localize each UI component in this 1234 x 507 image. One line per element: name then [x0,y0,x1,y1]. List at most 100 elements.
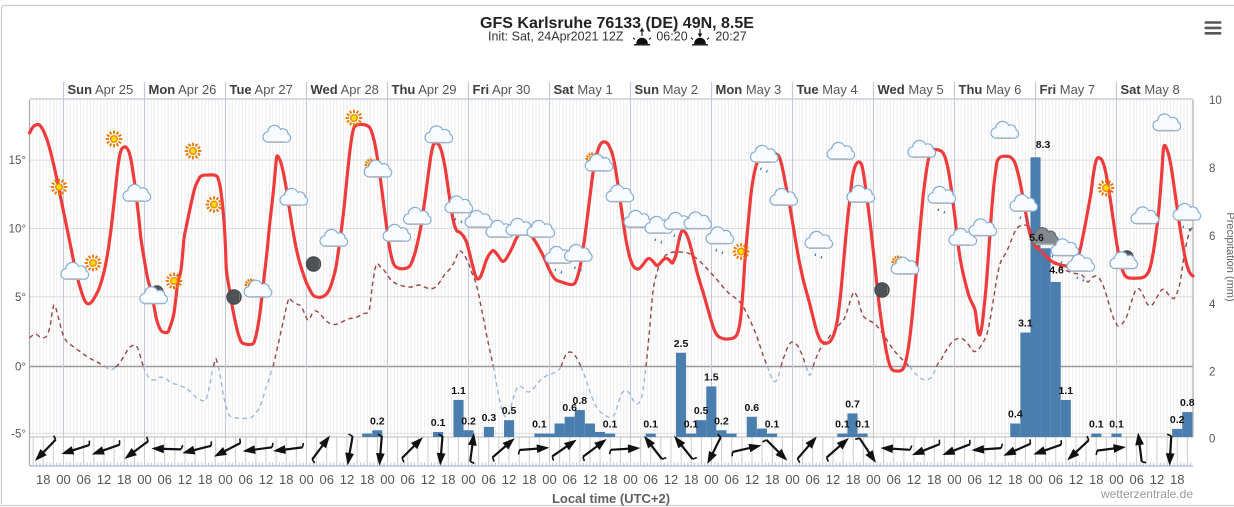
svg-text:Thu May 6: Thu May 6 [959,82,1022,97]
svg-text:Tue Apr 27: Tue Apr 27 [230,82,293,97]
svg-text:06: 06 [482,472,496,487]
svg-text:12: 12 [907,472,921,487]
svg-text:2.5: 2.5 [674,338,689,350]
svg-text:15°: 15° [9,155,26,167]
svg-text:Init: Sat, 24Apr2021 12Z: Init: Sat, 24Apr2021 12Z [488,30,624,44]
svg-text:06: 06 [563,472,577,487]
svg-text:18: 18 [1008,472,1022,487]
svg-text:06: 06 [968,472,982,487]
svg-text:12: 12 [988,472,1002,487]
svg-text:1.5: 1.5 [704,371,719,383]
svg-text:0.1: 0.1 [765,419,780,431]
svg-text:0.2: 0.2 [714,415,729,427]
svg-text:-5°: -5° [11,428,26,440]
svg-text:18: 18 [117,472,131,487]
svg-text:0°: 0° [15,362,26,374]
svg-text:0.4: 0.4 [1008,409,1023,421]
svg-text:06: 06 [158,472,172,487]
svg-text:0.3: 0.3 [482,412,497,424]
svg-text:0.6: 0.6 [562,402,577,414]
svg-text:18: 18 [603,472,617,487]
svg-text:00: 00 [785,472,799,487]
svg-text:0.8: 0.8 [572,395,587,407]
svg-text:06: 06 [77,472,91,487]
svg-text:18: 18 [927,472,941,487]
svg-text:0.1: 0.1 [855,419,870,431]
svg-text:00: 00 [137,472,151,487]
svg-text:00: 00 [704,472,718,487]
svg-text:4.6: 4.6 [1049,265,1064,277]
svg-text:18: 18 [36,472,50,487]
svg-text:00: 00 [866,472,880,487]
svg-text:06: 06 [1130,472,1144,487]
svg-text:1.1: 1.1 [1058,385,1073,397]
svg-text:12: 12 [1069,472,1083,487]
svg-text:1.1: 1.1 [451,385,466,397]
svg-text:8: 8 [1209,163,1215,175]
svg-text:12: 12 [502,472,516,487]
svg-text:06: 06 [239,472,253,487]
svg-text:06: 06 [887,472,901,487]
svg-text:06: 06 [806,472,820,487]
svg-text:0.2: 0.2 [370,415,385,427]
svg-text:0.1: 0.1 [1109,419,1124,431]
svg-text:0.5: 0.5 [694,405,709,417]
svg-text:0.8: 0.8 [1180,397,1195,409]
svg-text:Sun Apr 25: Sun Apr 25 [68,82,134,97]
svg-text:18: 18 [1170,472,1184,487]
svg-text:GFS Karlsruhe 76133 (DE) 49N,: GFS Karlsruhe 76133 (DE) 49N, 8.5E [480,15,754,32]
svg-text:0.1: 0.1 [1089,419,1104,431]
svg-text:18: 18 [441,472,455,487]
svg-text:Wed May 5: Wed May 5 [878,82,944,97]
svg-text:0.6: 0.6 [744,402,759,414]
svg-text:18: 18 [198,472,212,487]
svg-text:6: 6 [1209,231,1215,243]
svg-text:12: 12 [178,472,192,487]
svg-text:5°: 5° [15,292,26,304]
svg-text:00: 00 [1109,472,1123,487]
svg-text:18: 18 [684,472,698,487]
svg-text:12: 12 [421,472,435,487]
svg-text:06: 06 [725,472,739,487]
svg-text:0.1: 0.1 [603,419,618,431]
svg-text:Sat May 8: Sat May 8 [1121,82,1180,97]
svg-text:00: 00 [461,472,475,487]
svg-text:Wed Apr 28: Wed Apr 28 [311,82,379,97]
svg-text:wetterzentrale.de: wetterzentrale.de [1100,487,1193,501]
svg-text:Sun May 2: Sun May 2 [635,82,699,97]
svg-text:18: 18 [765,472,779,487]
svg-text:12: 12 [745,472,759,487]
svg-text:Local time (UTC+2): Local time (UTC+2) [552,491,670,506]
svg-text:0.1: 0.1 [532,419,547,431]
svg-text:Mon May 3: Mon May 3 [716,82,782,97]
svg-text:0.1: 0.1 [643,419,658,431]
svg-text:06:20: 06:20 [656,30,687,44]
svg-text:12: 12 [1150,472,1164,487]
svg-text:Mon Apr 26: Mon Apr 26 [149,82,217,97]
svg-text:12: 12 [583,472,597,487]
svg-text:4: 4 [1209,299,1216,311]
svg-text:12: 12 [259,472,273,487]
svg-text:0.2: 0.2 [461,415,476,427]
svg-text:0.1: 0.1 [431,417,446,429]
svg-text:18: 18 [360,472,374,487]
svg-text:00: 00 [380,472,394,487]
svg-text:0.2: 0.2 [1170,414,1185,426]
svg-text:06: 06 [320,472,334,487]
svg-text:5.6: 5.6 [1029,232,1044,244]
svg-text:18: 18 [279,472,293,487]
svg-text:0.1: 0.1 [835,419,850,431]
svg-text:10: 10 [1209,95,1222,107]
svg-text:12: 12 [340,472,354,487]
svg-text:06: 06 [401,472,415,487]
svg-text:06: 06 [644,472,658,487]
svg-text:Tue May 4: Tue May 4 [797,82,858,97]
svg-text:00: 00 [299,472,313,487]
svg-text:2: 2 [1209,367,1215,379]
svg-text:3.1: 3.1 [1018,318,1033,330]
svg-text:0.7: 0.7 [845,398,860,410]
svg-text:12: 12 [664,472,678,487]
svg-text:8.3: 8.3 [1036,139,1051,151]
svg-text:00: 00 [1028,472,1042,487]
svg-text:0: 0 [1209,434,1215,446]
